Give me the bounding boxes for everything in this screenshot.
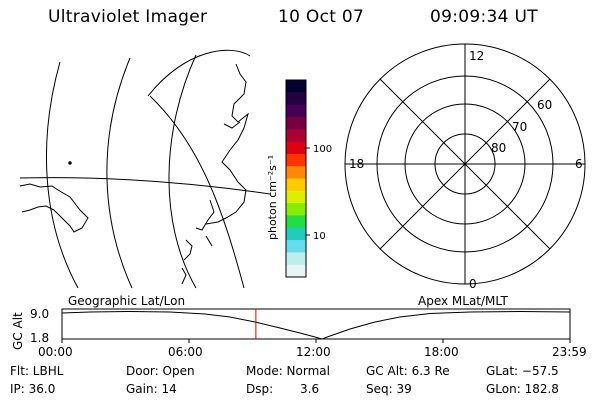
- colorbar-cell: [286, 129, 306, 143]
- date-label: 10 Oct 07: [278, 7, 365, 27]
- glon-info: GLon: 182.8: [486, 382, 559, 396]
- polar-diag-2: [379, 78, 551, 250]
- colorbar-cell: [286, 92, 306, 106]
- lat-label-80: 80: [491, 141, 506, 155]
- filter-info: Flt: LBHL: [10, 364, 64, 378]
- timeline-panel: Geographic Lat/Lon Apex MLat/MLT GC Alt …: [11, 294, 587, 359]
- coastline-g: [205, 235, 213, 247]
- x-tick-label-2359: 23:59: [552, 345, 587, 359]
- colorbar-cell: [286, 264, 306, 278]
- time-label: 09:09:34 UT: [430, 7, 538, 27]
- coastline-e: [183, 239, 193, 261]
- colorbar-cell: [286, 104, 306, 118]
- timeline-y-axis-title: GC Alt: [11, 312, 25, 350]
- coastline-b: [205, 63, 249, 225]
- coastline-a: [19, 183, 89, 233]
- mlt-label-6: 6: [575, 157, 583, 171]
- island-dot: [68, 161, 72, 165]
- colorbar-cell: [286, 190, 306, 204]
- instrument-title: Ultraviolet Imager: [48, 7, 208, 27]
- colorbar-cell: [286, 166, 306, 179]
- colorbar-cell: [286, 252, 306, 266]
- mlt-label-18: 18: [349, 157, 364, 171]
- colorbar-cell: [286, 215, 306, 229]
- colorbar: 100 10 photon cm⁻²s⁻¹: [266, 79, 332, 278]
- door-info: Door: Open: [126, 364, 195, 378]
- dsp-label: Dsp:: [246, 382, 274, 396]
- glat-info: GLat: −57.5: [486, 364, 559, 378]
- altitude-curve: [61, 310, 571, 340]
- colorbar-cell: [286, 227, 306, 241]
- mode-info: Mode: Normal: [246, 364, 330, 378]
- x-tick-label-0600: 06:00: [168, 345, 203, 359]
- x-tick-label-0000: 00:00: [38, 345, 73, 359]
- colorbar-tick-label-100: 100: [313, 144, 332, 155]
- coastline-d: [195, 199, 215, 231]
- map-boundary-edge: [149, 95, 245, 289]
- lat-label-60: 60: [537, 98, 552, 112]
- colorbar-cell: [286, 116, 306, 130]
- lat-arc-2: [106, 57, 133, 289]
- polar-labels: 12 18 6 0 60 70 80: [349, 49, 583, 291]
- timeline-right-label: Apex MLat/MLT: [418, 294, 508, 308]
- mlt-label-12: 12: [469, 49, 484, 63]
- colorbar-cell: [286, 240, 306, 253]
- colorbar-cell: [286, 80, 306, 93]
- geographic-map: [19, 49, 271, 289]
- mlt-label-0: 0: [469, 277, 477, 291]
- colorbar-cell: [286, 178, 306, 192]
- timeline-frame: [61, 308, 571, 340]
- lat-label-70: 70: [512, 120, 527, 134]
- x-tick-label-1200: 12:00: [296, 345, 331, 359]
- colorbar-unit-label: photon cm⁻²s⁻¹: [266, 155, 279, 240]
- timeline-y-tick-high: 9.0: [30, 307, 49, 321]
- lat-arc-1: [46, 61, 79, 289]
- colorbar-cell: [286, 203, 306, 216]
- timeline-y-tick-low: 1.8: [30, 331, 49, 345]
- coastline-f: [181, 267, 187, 285]
- gain-info: Gain: 14: [126, 382, 177, 396]
- colorbar-cell: [286, 153, 306, 167]
- horizon-line: [19, 177, 271, 195]
- colorbar-cells: [286, 80, 306, 278]
- dsp-value: 3.6: [300, 382, 320, 396]
- x-tick-label-1800: 18:00: [424, 345, 459, 359]
- timeline-left-label: Geographic Lat/Lon: [68, 294, 185, 308]
- polar-plot: [344, 43, 586, 285]
- colorbar-tick-label-10: 10: [313, 231, 326, 242]
- ip-info: IP: 36.0: [10, 382, 56, 396]
- gc-alt-info: GC Alt: 6.3 Re: [366, 364, 450, 378]
- timeline-x-ticks: [61, 339, 571, 343]
- lat-arc-3: [168, 54, 197, 289]
- colorbar-frame: [285, 79, 307, 278]
- coastline-c: [223, 121, 241, 129]
- colorbar-cell: [286, 141, 306, 155]
- map-boundary-arc: [147, 49, 251, 97]
- seq-info: Seq: 39: [366, 382, 412, 396]
